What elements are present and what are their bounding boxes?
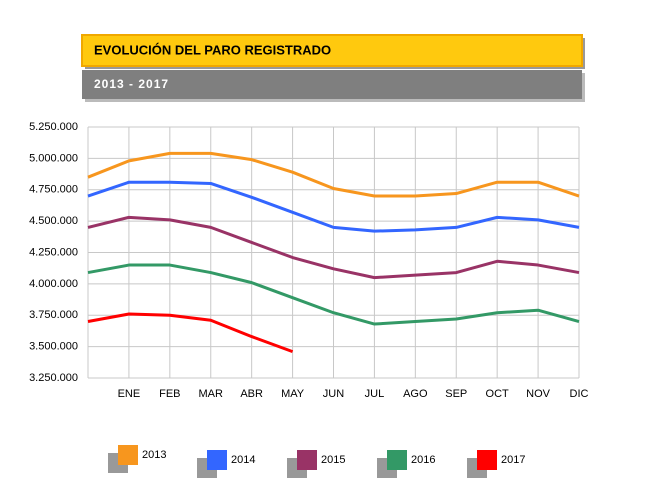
y-tick-label: 3.500.000 <box>29 341 78 353</box>
legend-label: 2013 <box>142 449 166 461</box>
subtitle-box <box>82 70 582 99</box>
x-tick-label: MAR <box>199 388 224 400</box>
legend-label: 2014 <box>231 454 255 466</box>
y-tick-label: 4.250.000 <box>29 246 78 258</box>
legend-swatch <box>477 450 497 470</box>
y-tick-label: 3.750.000 <box>29 309 78 321</box>
legend-label: 2017 <box>501 454 525 466</box>
x-tick-label: FEB <box>159 388 180 400</box>
x-tick-label: AGO <box>403 388 428 400</box>
legend-label: 2016 <box>411 454 435 466</box>
legend-swatch <box>207 450 227 470</box>
y-tick-label: 5.000.000 <box>29 152 78 164</box>
x-tick-label: JUN <box>323 388 344 400</box>
legend-swatch <box>297 450 317 470</box>
series-line <box>87 215 580 280</box>
x-tick-label: MAY <box>281 388 305 400</box>
x-tick-label: ENE <box>118 388 141 400</box>
title-box <box>81 34 583 67</box>
legend-swatch <box>118 445 138 465</box>
x-tick-label: NOV <box>526 388 551 400</box>
chart-title: EVOLUCIÓN DEL PARO REGISTRADO <box>94 42 331 57</box>
x-tick-label: JUL <box>365 388 385 400</box>
series-line <box>87 312 294 354</box>
x-tick-label: SEP <box>445 388 467 400</box>
legend-swatch <box>387 450 407 470</box>
y-tick-label: 5.250.000 <box>29 121 78 133</box>
y-tick-label: 4.750.000 <box>29 184 78 196</box>
chart-subtitle: 2013 - 2017 <box>94 77 169 91</box>
y-tick-label: 4.000.000 <box>29 278 78 290</box>
x-tick-label: DIC <box>570 388 589 400</box>
y-tick-label: 4.500.000 <box>29 215 78 227</box>
series-line <box>87 263 580 326</box>
legend-label: 2015 <box>321 454 345 466</box>
series-line <box>87 151 580 198</box>
y-tick-label: 3.250.000 <box>29 372 78 384</box>
x-tick-label: ABR <box>240 388 263 400</box>
series-line <box>87 180 580 233</box>
x-tick-label: OCT <box>486 388 510 400</box>
